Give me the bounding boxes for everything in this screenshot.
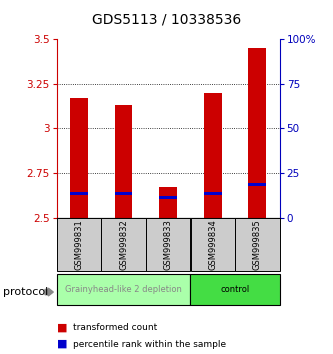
Bar <box>204 192 222 195</box>
Bar <box>70 98 88 218</box>
FancyArrow shape <box>45 288 53 296</box>
Bar <box>57 218 101 271</box>
Text: protocol: protocol <box>3 287 49 297</box>
Text: ■: ■ <box>57 339 67 349</box>
Text: control: control <box>220 285 250 294</box>
Bar <box>57 274 190 304</box>
Bar <box>70 192 88 195</box>
Bar <box>190 218 235 271</box>
Bar <box>159 195 177 199</box>
Bar <box>235 218 280 271</box>
Text: GSM999831: GSM999831 <box>74 219 84 270</box>
Text: GSM999833: GSM999833 <box>164 219 173 270</box>
Text: transformed count: transformed count <box>73 323 158 332</box>
Text: ■: ■ <box>57 322 67 332</box>
Text: GDS5113 / 10338536: GDS5113 / 10338536 <box>92 12 241 27</box>
Bar <box>146 218 190 271</box>
Bar <box>248 183 266 186</box>
Bar <box>204 92 222 218</box>
Bar <box>115 105 133 218</box>
Text: Grainyhead-like 2 depletion: Grainyhead-like 2 depletion <box>65 285 182 294</box>
Text: GSM999834: GSM999834 <box>208 219 217 270</box>
Bar <box>159 187 177 218</box>
Text: percentile rank within the sample: percentile rank within the sample <box>73 339 226 349</box>
Bar <box>101 218 146 271</box>
Bar <box>115 192 133 195</box>
Text: GSM999835: GSM999835 <box>253 219 262 270</box>
Text: GSM999832: GSM999832 <box>119 219 128 270</box>
Bar <box>248 48 266 218</box>
Bar <box>190 274 280 304</box>
